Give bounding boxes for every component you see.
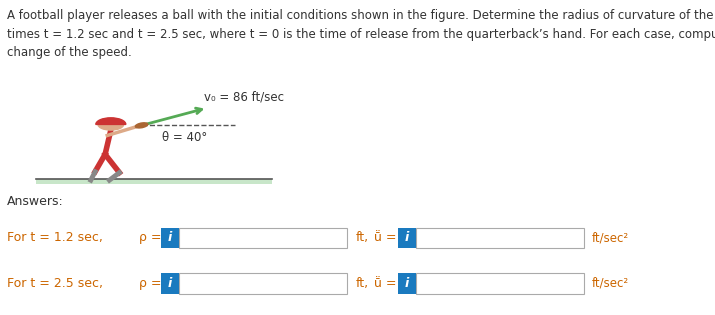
Circle shape — [98, 119, 124, 130]
FancyBboxPatch shape — [416, 273, 584, 294]
Text: ρ =: ρ = — [139, 231, 162, 244]
Text: ρ =: ρ = — [139, 277, 162, 290]
FancyBboxPatch shape — [179, 273, 347, 294]
FancyBboxPatch shape — [398, 273, 416, 294]
Text: θ = 40°: θ = 40° — [162, 131, 207, 144]
FancyBboxPatch shape — [36, 179, 272, 184]
Text: i: i — [168, 277, 172, 290]
Text: ft/sec²: ft/sec² — [591, 277, 628, 290]
Wedge shape — [96, 118, 126, 124]
FancyBboxPatch shape — [398, 227, 416, 248]
Text: For t = 1.2 sec,: For t = 1.2 sec, — [7, 231, 103, 244]
Text: ft,: ft, — [355, 231, 368, 244]
Text: ṻ =: ṻ = — [374, 231, 396, 244]
Text: A football player releases a ball with the initial conditions shown in the figur: A football player releases a ball with t… — [7, 9, 715, 60]
Text: v₀ = 86 ft/sec: v₀ = 86 ft/sec — [204, 90, 284, 103]
Text: Answers:: Answers: — [7, 195, 64, 208]
Text: ft/sec²: ft/sec² — [591, 231, 628, 244]
FancyBboxPatch shape — [161, 227, 179, 248]
Text: i: i — [405, 277, 409, 290]
Text: i: i — [405, 231, 409, 244]
Text: ft,: ft, — [355, 277, 368, 290]
FancyBboxPatch shape — [416, 227, 584, 248]
Ellipse shape — [135, 123, 148, 128]
Text: i: i — [168, 231, 172, 244]
FancyBboxPatch shape — [179, 227, 347, 248]
FancyBboxPatch shape — [161, 273, 179, 294]
Text: ṻ =: ṻ = — [374, 277, 396, 290]
Text: For t = 2.5 sec,: For t = 2.5 sec, — [7, 277, 103, 290]
